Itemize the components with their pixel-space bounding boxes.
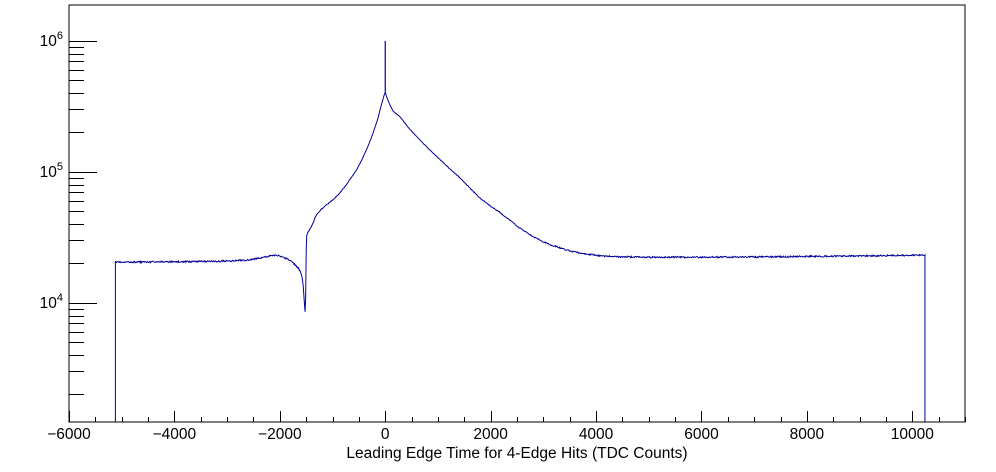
plot-frame bbox=[68, 4, 966, 423]
x-tick-label: 0 bbox=[381, 426, 390, 443]
x-tick-label: −4000 bbox=[153, 426, 197, 443]
x-tick-label: 10000 bbox=[891, 426, 934, 443]
y-tick-label: 106 bbox=[40, 30, 63, 50]
y-tick-label: 104 bbox=[40, 292, 63, 312]
x-tick-label: −2000 bbox=[258, 426, 302, 443]
y-tick-label: 105 bbox=[40, 161, 63, 181]
x-tick-label: −6000 bbox=[47, 426, 91, 443]
x-axis-title: Leading Edge Time for 4-Edge Hits (TDC C… bbox=[346, 445, 688, 462]
x-tick-label: 4000 bbox=[579, 426, 614, 443]
x-tick-label: 6000 bbox=[684, 426, 719, 443]
histogram-curve bbox=[114, 91, 926, 422]
x-tick-label: 8000 bbox=[790, 426, 825, 443]
x-tick-label: 2000 bbox=[473, 426, 508, 443]
